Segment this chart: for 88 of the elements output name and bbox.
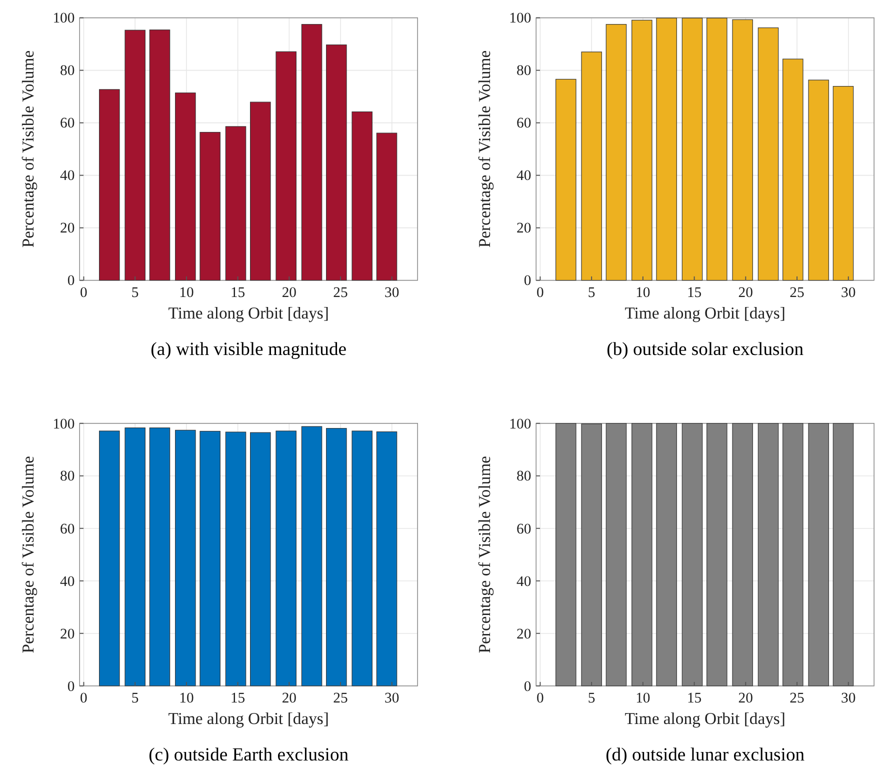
y-axis-title: Percentage of Visible Volume — [475, 456, 494, 654]
bar — [632, 20, 652, 281]
x-tick-label: 5 — [588, 284, 596, 301]
y-tick-label: 100 — [52, 416, 75, 432]
x-tick-label: 0 — [536, 690, 544, 707]
y-tick-label: 20 — [516, 626, 532, 642]
y-tick-label: 60 — [516, 116, 532, 132]
x-tick-label: 5 — [131, 284, 139, 301]
bar — [326, 44, 347, 281]
x-tick-label: 20 — [738, 284, 753, 301]
y-tick-label: 40 — [60, 574, 75, 590]
bar — [832, 86, 854, 281]
text: (a) with visible magnitude — [150, 338, 347, 360]
x-tick-label: 15 — [230, 690, 246, 707]
x-tick-label: 10 — [179, 284, 194, 301]
bar — [732, 19, 753, 281]
x-tick-label: 15 — [686, 690, 702, 707]
y-tick-label: 20 — [60, 626, 75, 642]
x-tick-label: 15 — [686, 284, 702, 301]
bar — [606, 24, 627, 281]
y-tick-label: 60 — [60, 116, 75, 132]
x-axis-title: Time along Orbit [days] — [624, 304, 786, 323]
y-tick-label: 80 — [516, 468, 532, 485]
y-tick-label: 40 — [60, 168, 75, 184]
x-tick-label: 10 — [636, 690, 650, 707]
y-axis-title: Percentage of Visible Volume — [475, 50, 494, 248]
bar — [301, 24, 322, 281]
y-tick-label: 80 — [60, 468, 75, 485]
text: (d) outside lunar exclusion — [606, 744, 806, 766]
y-tick-label: 60 — [60, 521, 75, 538]
y-tick-label: 20 — [516, 220, 532, 237]
y-tick-label: 60 — [516, 521, 532, 538]
y-tick-label: 40 — [516, 574, 532, 590]
x-tick-label: 25 — [333, 690, 348, 707]
x-tick-label: 30 — [841, 690, 856, 707]
x-tick-label: 15 — [230, 284, 246, 301]
x-tick-label: 10 — [179, 690, 194, 707]
x-tick-label: 25 — [790, 284, 804, 301]
x-tick-label: 0 — [536, 284, 544, 301]
x-tick-label: 5 — [588, 690, 596, 707]
bar — [808, 80, 829, 281]
x-tick-label: 20 — [282, 284, 297, 301]
x-tick-label: 5 — [131, 690, 139, 707]
x-axis-title: Time along Orbit [days] — [624, 709, 786, 728]
bar — [225, 126, 246, 281]
bar — [149, 30, 170, 281]
bar — [682, 18, 703, 281]
text: (c) outside Earth exclusion — [148, 744, 350, 766]
x-tick-label: 10 — [636, 284, 650, 301]
bar — [706, 18, 728, 281]
y-tick-label: 20 — [60, 220, 75, 237]
bar — [250, 102, 271, 281]
bar — [276, 51, 296, 281]
x-tick-label: 20 — [282, 690, 297, 707]
x-tick-label: 25 — [790, 690, 804, 707]
y-tick-label: 80 — [516, 63, 532, 80]
bar — [352, 111, 372, 281]
x-tick-label: 0 — [80, 690, 88, 707]
x-axis-title: Time along Orbit [days] — [168, 304, 329, 323]
bar — [200, 132, 220, 281]
y-tick-label: 0 — [524, 273, 532, 290]
x-tick-label: 20 — [738, 690, 753, 707]
y-axis-title: Percentage of Visible Volume — [18, 50, 38, 248]
y-tick-label: 0 — [67, 273, 75, 290]
bar — [581, 52, 602, 281]
x-axis-title: Time along Orbit [days] — [168, 709, 329, 728]
x-tick-label: 30 — [841, 284, 856, 301]
x-tick-label: 30 — [384, 690, 400, 707]
x-tick-label: 30 — [384, 284, 400, 301]
x-tick-label: 25 — [333, 284, 348, 301]
y-tick-label: 100 — [509, 416, 532, 432]
bar — [376, 132, 398, 281]
y-tick-label: 80 — [60, 63, 75, 80]
bar — [656, 18, 677, 281]
y-tick-label: 40 — [516, 168, 532, 184]
y-axis-title: Percentage of Visible Volume — [18, 456, 38, 654]
bar — [758, 27, 779, 281]
y-tick-label: 0 — [524, 678, 532, 695]
bar — [782, 58, 804, 281]
y-tick-label: 100 — [52, 10, 75, 27]
y-tick-label: 0 — [67, 678, 75, 695]
x-tick-label: 0 — [80, 284, 88, 301]
bar — [556, 78, 576, 281]
text: (b) outside solar exclusion — [606, 338, 804, 360]
bar — [124, 30, 146, 281]
bar — [175, 92, 196, 281]
bar — [99, 89, 120, 281]
y-tick-label: 100 — [509, 10, 532, 27]
